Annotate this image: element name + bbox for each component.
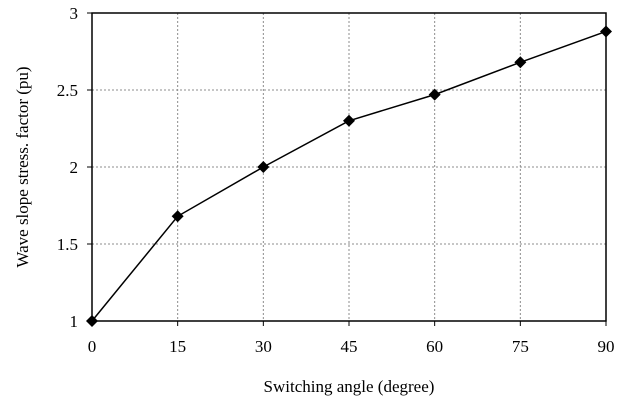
y-tick-label: 2.5 <box>57 81 78 100</box>
x-axis-title: Switching angle (degree) <box>264 377 435 396</box>
y-axis-title: Wave slope stress. factor (pu) <box>13 66 32 267</box>
y-tick-label: 3 <box>70 4 79 23</box>
grid-lines <box>92 13 606 321</box>
x-tick-label: 60 <box>426 337 443 356</box>
x-tick-label: 90 <box>598 337 615 356</box>
data-point-marker <box>171 210 184 223</box>
y-tick-labels: 1 1.5 2 2.5 3 <box>57 4 92 331</box>
data-point-marker <box>514 56 527 69</box>
data-point-marker <box>343 114 355 127</box>
x-tick-label: 0 <box>88 337 97 356</box>
y-tick-label: 1.5 <box>57 235 78 254</box>
x-tick-label: 30 <box>255 337 272 356</box>
y-tick-label: 2 <box>70 158 79 177</box>
y-tick-label: 1 <box>70 312 79 331</box>
x-tick-label: 15 <box>169 337 186 356</box>
data-point-marker <box>257 161 270 173</box>
x-tick-label: 45 <box>341 337 358 356</box>
x-tick-label: 75 <box>512 337 529 356</box>
x-tick-labels: 0 15 30 45 60 75 90 <box>88 321 615 356</box>
data-point-marker <box>428 88 441 101</box>
